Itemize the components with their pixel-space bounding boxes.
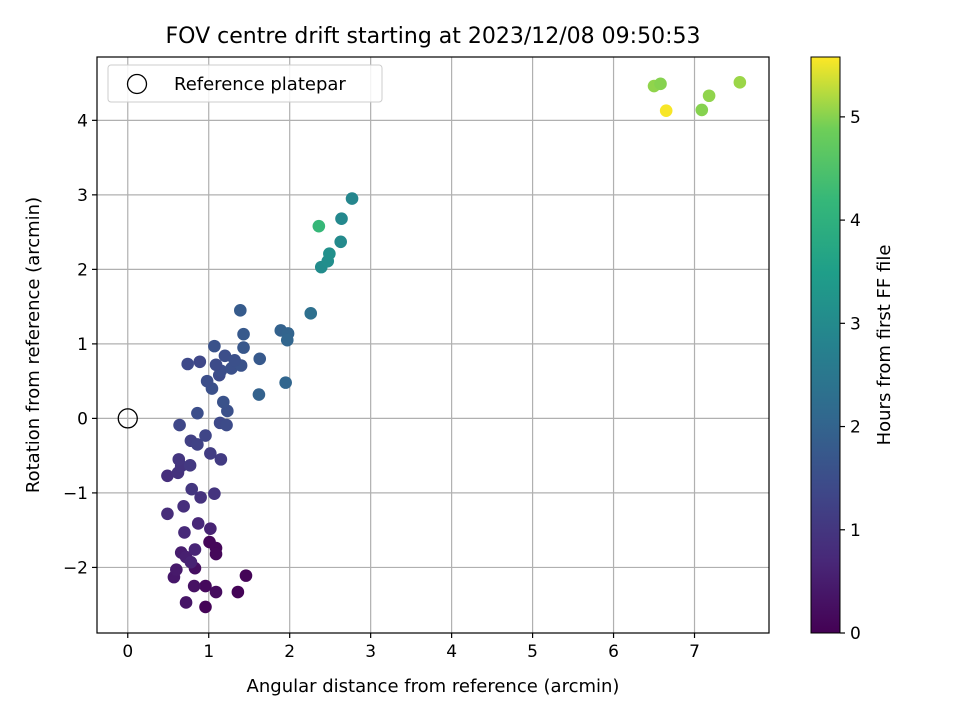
data-point <box>237 327 250 341</box>
data-point <box>194 491 207 504</box>
colorbar-tick-label: 1 <box>850 521 861 541</box>
data-point <box>279 376 292 389</box>
data-point <box>199 600 212 614</box>
data-point <box>659 104 673 117</box>
y-tick-label: −2 <box>63 558 88 578</box>
colorbar-tick-label: 5 <box>850 108 861 128</box>
colorbar-gradient <box>810 56 841 634</box>
data-point <box>179 596 193 609</box>
legend-marker-icon <box>126 73 148 95</box>
x-tick-label: 7 <box>689 642 700 662</box>
data-point <box>183 459 197 472</box>
data-point <box>345 192 359 205</box>
data-point <box>209 547 223 561</box>
legend-box <box>107 64 383 103</box>
data-point <box>304 307 318 320</box>
legend: Reference platepar <box>107 64 383 103</box>
data-point <box>695 103 709 117</box>
data-point <box>178 526 191 539</box>
y-tick-label: 1 <box>77 335 88 355</box>
data-point <box>231 585 245 599</box>
data-point <box>228 353 241 367</box>
colorbar-ticks: 0 1 2 3 4 5 <box>840 108 861 644</box>
data-point <box>237 341 250 354</box>
data-point <box>335 212 348 225</box>
data-point <box>204 522 217 535</box>
data-point <box>191 438 204 451</box>
x-tick-label: 1 <box>203 642 214 662</box>
data-point <box>181 357 194 371</box>
data-point <box>323 247 336 261</box>
plot-frame <box>96 56 770 634</box>
data-point <box>184 555 198 569</box>
data-point <box>172 453 186 466</box>
y-tick-label: 0 <box>77 409 88 429</box>
x-axis-label: Angular distance from reference (arcmin) <box>247 676 620 697</box>
data-point <box>191 517 205 530</box>
colorbar: 0 1 2 3 4 5 Hours from first FF file <box>810 56 895 644</box>
data-point <box>220 418 233 432</box>
x-tick-label: 2 <box>284 642 295 662</box>
data-point <box>239 569 253 582</box>
chart-title: FOV centre drift starting at 2023/12/08 … <box>166 24 701 49</box>
data-point <box>204 447 217 460</box>
data-point <box>191 406 204 420</box>
y-axis-label: Rotation from reference (arcmin) <box>23 197 44 493</box>
y-tick-label: 4 <box>77 111 88 131</box>
y-tick-label: −1 <box>63 484 88 504</box>
data-point <box>733 76 747 89</box>
data-point <box>199 579 212 593</box>
axis-ticks: 0 1 2 3 4 5 6 7 −2 −1 0 1 2 3 4 <box>63 111 700 662</box>
data-point <box>161 507 174 521</box>
data-point <box>253 352 267 366</box>
x-tick-label: 6 <box>608 642 619 662</box>
scatter-points <box>161 76 747 614</box>
data-point <box>173 418 186 432</box>
y-tick-label: 2 <box>77 260 88 280</box>
data-point <box>209 585 223 599</box>
data-point <box>208 339 221 353</box>
colorbar-label: Hours from first FF file <box>874 245 895 446</box>
data-point <box>188 543 202 556</box>
data-point <box>218 349 232 363</box>
data-point <box>334 235 348 249</box>
x-tick-label: 0 <box>122 642 133 662</box>
colorbar-tick-label: 4 <box>850 211 861 231</box>
data-point <box>654 77 667 91</box>
data-point <box>161 469 174 483</box>
data-point <box>177 500 190 513</box>
x-tick-label: 3 <box>365 642 376 662</box>
x-tick-label: 4 <box>446 642 457 662</box>
data-point <box>187 579 201 593</box>
y-tick-label: 3 <box>77 186 88 206</box>
data-point <box>208 487 221 500</box>
data-point <box>234 304 247 317</box>
data-point <box>200 374 214 388</box>
colorbar-tick-label: 0 <box>850 624 861 644</box>
data-point <box>217 395 230 409</box>
data-point <box>170 563 183 576</box>
data-point <box>193 355 207 369</box>
data-point <box>214 453 228 466</box>
data-point <box>312 219 326 233</box>
reference-point-marker <box>117 408 138 429</box>
legend-entry-reference: Reference platepar <box>174 74 346 95</box>
colorbar-tick-label: 3 <box>850 314 861 334</box>
data-point <box>280 333 294 347</box>
data-point <box>185 482 199 496</box>
data-point <box>702 89 716 103</box>
data-point <box>252 388 266 401</box>
colorbar-tick-label: 2 <box>850 418 861 438</box>
x-tick-label: 5 <box>527 642 538 662</box>
data-point <box>199 429 212 442</box>
data-point <box>209 358 223 372</box>
